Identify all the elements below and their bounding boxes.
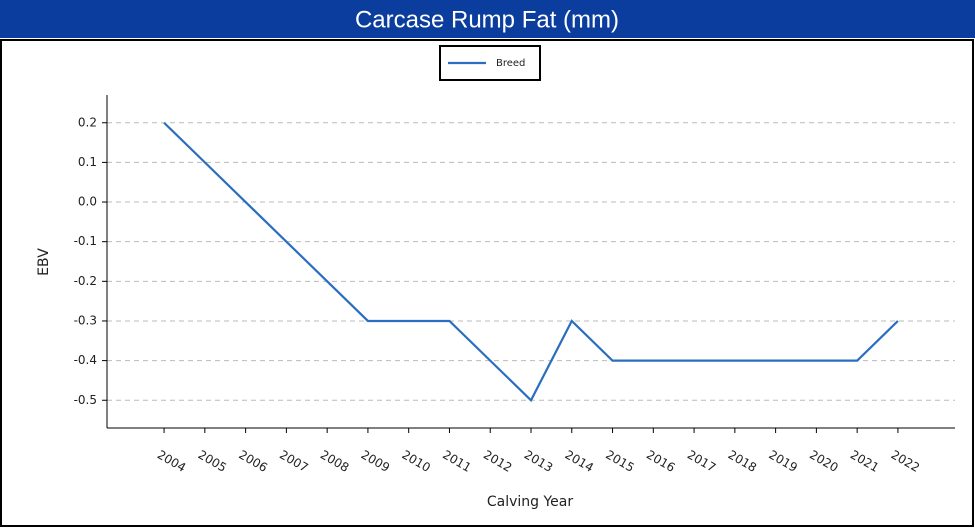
x-tick-label: 2008 — [318, 448, 351, 475]
y-tick-label: 0.0 — [78, 195, 97, 209]
y-tick-label: 0.1 — [78, 155, 97, 169]
x-tick-label: 2022 — [889, 448, 922, 475]
x-tick-label: 2016 — [644, 448, 677, 475]
chart-title: Carcase Rump Fat (mm) — [355, 6, 619, 33]
x-tick-label: 2005 — [196, 448, 229, 475]
y-tick-label: -0.3 — [74, 313, 97, 327]
line — [163, 121, 899, 403]
y-axis-label: EBV — [36, 248, 52, 276]
x-tick-label: 2014 — [563, 448, 596, 475]
x-tick-label: 2017 — [685, 448, 718, 475]
x-tick-label: 2006 — [236, 448, 269, 475]
x-tick-label: 2007 — [277, 448, 310, 475]
x-tick-label: 2015 — [603, 448, 636, 475]
x-tick-label: 2021 — [848, 448, 881, 475]
x-tick-label: 2020 — [807, 448, 840, 475]
x-tick-label: 2018 — [726, 448, 759, 475]
x-axis-label: Calving Year — [487, 494, 574, 510]
x-tick-label: 2004 — [155, 448, 188, 475]
legend-label: Breed — [496, 58, 525, 69]
frame — [0, 39, 974, 527]
x-tick-label: 2013 — [522, 448, 555, 475]
y-tick-label: 0.2 — [78, 115, 97, 129]
y-tick-label: -0.4 — [74, 353, 97, 367]
x-tick-label: 2010 — [399, 448, 432, 475]
x-tick-label: 2011 — [440, 448, 473, 475]
x-tick-label: 2009 — [359, 448, 392, 475]
title-bar — [0, 0, 975, 38]
y-tick-label: -0.1 — [74, 234, 97, 248]
y-tick-label: -0.5 — [74, 393, 97, 407]
y-tick-label: -0.2 — [74, 274, 97, 288]
x-tick-label: 2012 — [481, 448, 514, 475]
x-tick-label: 2019 — [766, 448, 799, 475]
